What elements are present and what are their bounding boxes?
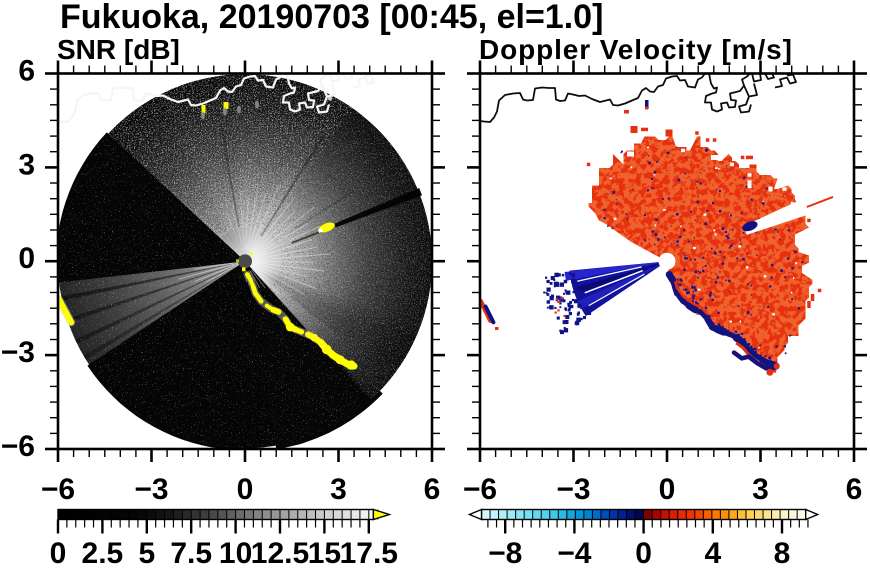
svg-text:5: 5 bbox=[138, 537, 155, 570]
svg-text:6: 6 bbox=[18, 55, 35, 88]
svg-text:2.5: 2.5 bbox=[82, 537, 124, 570]
svg-text:−3: −3 bbox=[1, 336, 35, 369]
svg-text:3: 3 bbox=[18, 148, 35, 181]
svg-text:6: 6 bbox=[846, 473, 863, 506]
svg-text:3: 3 bbox=[330, 473, 347, 506]
svg-text:−6: −6 bbox=[463, 473, 497, 506]
svg-text:12.5: 12.5 bbox=[251, 537, 309, 570]
svg-text:0: 0 bbox=[237, 473, 254, 506]
svg-text:4: 4 bbox=[704, 537, 721, 570]
svg-text:−6: −6 bbox=[1, 430, 35, 463]
svg-text:−8: −8 bbox=[488, 537, 522, 570]
svg-text:Doppler Velocity [m/s]: Doppler Velocity [m/s] bbox=[479, 34, 793, 65]
svg-text:7.5: 7.5 bbox=[170, 537, 212, 570]
svg-text:−3: −3 bbox=[556, 473, 590, 506]
svg-text:−6: −6 bbox=[41, 473, 75, 506]
svg-text:17.5: 17.5 bbox=[340, 537, 398, 570]
svg-text:0: 0 bbox=[50, 537, 67, 570]
svg-text:3: 3 bbox=[752, 473, 769, 506]
svg-text:Fukuoka, 20190703 [00:45, el=1: Fukuoka, 20190703 [00:45, el=1.0] bbox=[60, 0, 603, 36]
svg-text:6: 6 bbox=[424, 473, 441, 506]
svg-text:SNR [dB]: SNR [dB] bbox=[57, 34, 180, 65]
svg-text:0: 0 bbox=[18, 242, 35, 275]
svg-text:0: 0 bbox=[659, 473, 676, 506]
svg-text:−4: −4 bbox=[557, 537, 592, 570]
svg-text:8: 8 bbox=[774, 537, 791, 570]
svg-text:10: 10 bbox=[219, 537, 252, 570]
svg-text:0: 0 bbox=[635, 537, 652, 570]
svg-text:15: 15 bbox=[308, 537, 341, 570]
svg-text:−3: −3 bbox=[134, 473, 168, 506]
